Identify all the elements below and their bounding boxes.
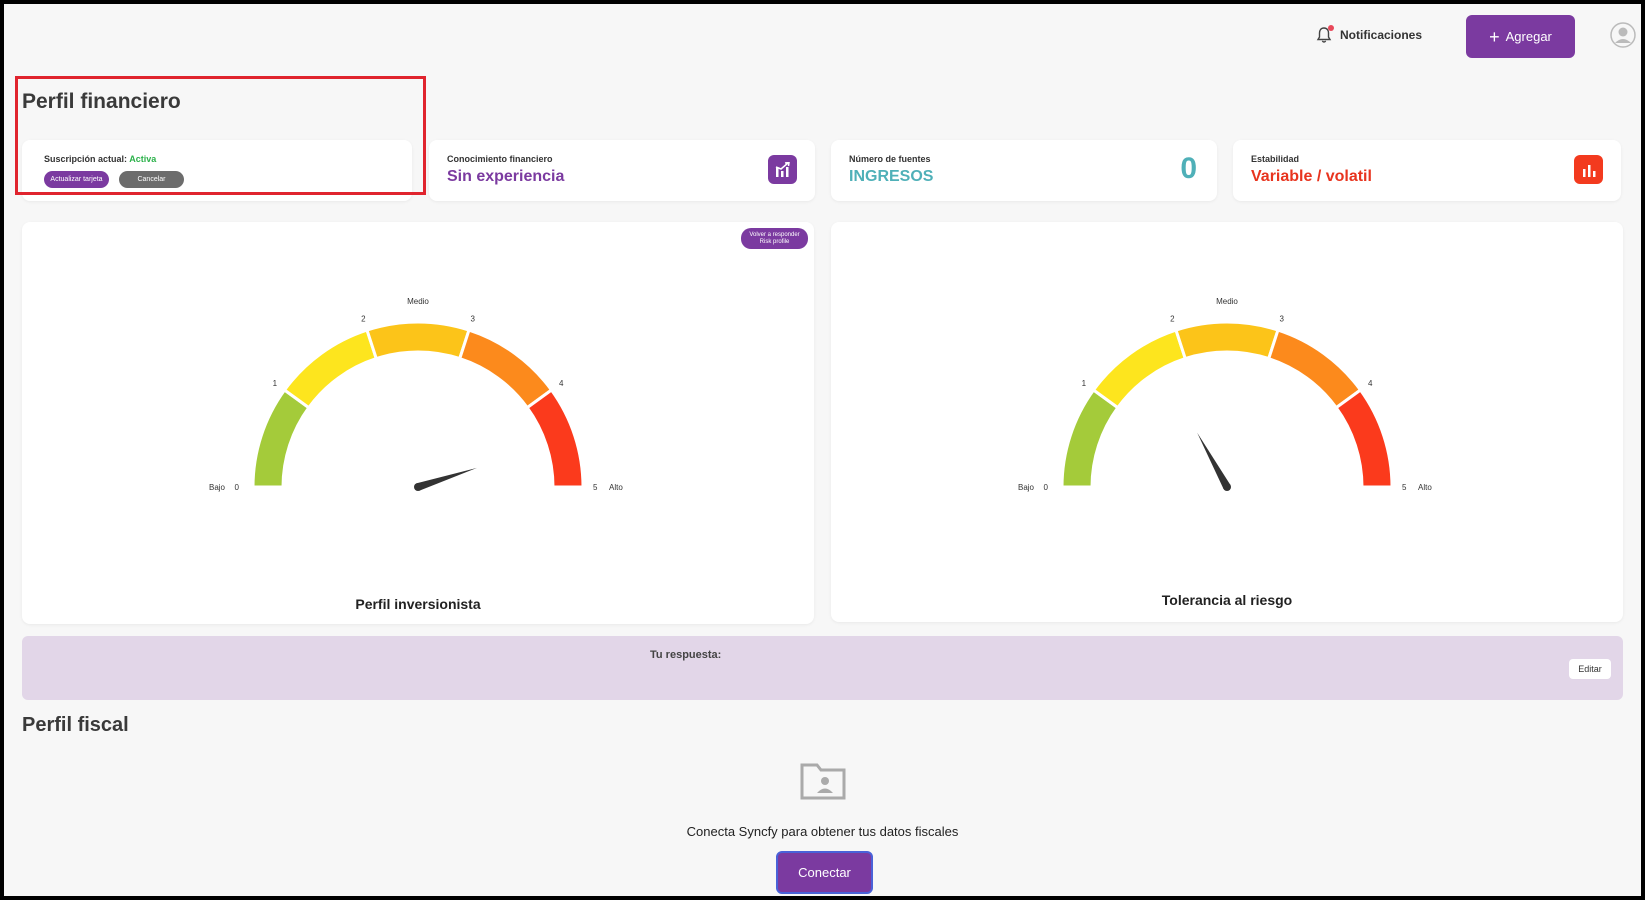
gauge-segment [1091,328,1188,410]
gauge-tick-label: 0 [235,483,240,492]
gauge-tick-label: 4 [1368,379,1373,388]
subscription-status: Activa [129,154,157,164]
financial-knowledge-card: Conocimiento financiero Sin experiencia [429,140,815,201]
stability-value: Variable / volatil [1251,168,1372,185]
income-sources-label: Número de fuentes [849,154,931,164]
user-icon [1610,22,1636,48]
financial-knowledge-value: Sin experiencia [447,168,565,185]
answer-label: Tu respuesta: [650,649,722,661]
gauge-tick-label: 1 [273,379,278,388]
gauge-segment [365,320,471,361]
edit-button[interactable]: Editar [1569,659,1611,679]
gauge-needle [416,467,477,491]
gauge-tick-label: 3 [1279,315,1284,324]
gauge-segment [251,387,311,489]
gauge-high-label: Alto [1418,483,1432,492]
folder-user-icon [799,761,847,801]
investor-profile-gauge: 0 1 2 3 4 5 Bajo Alto Medio [209,297,623,492]
financial-profile-title: Perfil financiero [22,90,181,113]
gauge-mid-label: Medio [407,297,429,306]
retake-risk-profile-button[interactable]: Volver a responder Risk profile [741,228,808,249]
connect-button[interactable]: Conectar [776,851,873,894]
notifications-link[interactable]: Notificaciones [1316,25,1423,44]
gauge-mid-label: Medio [1216,297,1238,306]
risk-tolerance-gauge: 0 1 2 3 4 5 Bajo Alto Medio [1018,297,1432,492]
add-button[interactable]: + Agregar [1466,15,1575,58]
gauge-tick-label: 5 [1402,483,1407,492]
growth-chart-icon [768,155,797,184]
gauge-segment [525,387,585,489]
income-sources-value: INGRESOS [849,168,934,185]
subscription-card: Suscripción actual: Activa Actualizar ta… [22,140,412,201]
answer-panel: Tu respuesta: Editar [22,636,1623,700]
stability-card: Estabilidad Variable / volatil [1233,140,1621,201]
income-sources-card: Número de fuentes INGRESOS 0 [831,140,1217,201]
gauge-needle-hub [414,483,422,491]
notifications-label: Notificaciones [1340,28,1423,42]
gauge-tick-label: 4 [559,379,564,388]
update-card-button[interactable]: Actualizar tarjeta [44,171,109,188]
highlight-box [15,76,426,195]
plus-icon: + [1489,26,1500,47]
add-button-label: Agregar [1505,29,1552,44]
gauge-tick-label: 3 [470,315,475,324]
gauge-tick-label: 0 [1044,483,1049,492]
gauge-segment [1266,328,1363,410]
gauge-segment [457,328,554,410]
avatar[interactable] [1610,22,1636,48]
gauge-low-label: Bajo [209,483,226,492]
gauge-segment [1060,387,1120,489]
gauge-high-label: Alto [609,483,623,492]
gauge-tick-label: 2 [361,315,366,324]
gauge-low-label: Bajo [1018,483,1035,492]
gauge-tick-label: 2 [1170,315,1175,324]
gauge-needle [1197,432,1231,489]
fiscal-message: Conecta Syncfy para obtener tus datos fi… [686,824,959,839]
cancel-button[interactable]: Cancelar [119,171,184,188]
risk-tolerance-title: Tolerancia al riesgo [1161,592,1293,608]
financial-knowledge-label: Conocimiento financiero [447,154,553,164]
investor-profile-title: Perfil inversionista [355,596,481,612]
bar-chart-icon [1574,155,1603,184]
top-bar: Notificaciones + Agregar [4,12,1641,58]
fiscal-profile-title: Perfil fiscal [22,714,129,736]
gauge-tick-label: 1 [1082,379,1087,388]
gauge-segment [282,328,379,410]
subscription-label: Suscripción actual: Activa [44,154,157,164]
app-frame: Notificaciones + Agregar Perfil financie… [4,4,1641,896]
income-sources-count: 0 [1180,152,1197,185]
investor-profile-card: Volver a responder Risk profile 0 1 2 3 4 5 Ba… [22,222,814,624]
gauge-tick-label: 5 [593,483,598,492]
bell-icon [1316,25,1334,44]
risk-tolerance-card: 0 1 2 3 4 5 Bajo Alto Medio Tolerancia al riesgo [831,222,1623,622]
gauge-needle-hub [1223,483,1231,491]
gauge-segment [1174,320,1280,361]
stability-label: Estabilidad [1251,154,1300,164]
gauge-segment [1334,387,1394,489]
